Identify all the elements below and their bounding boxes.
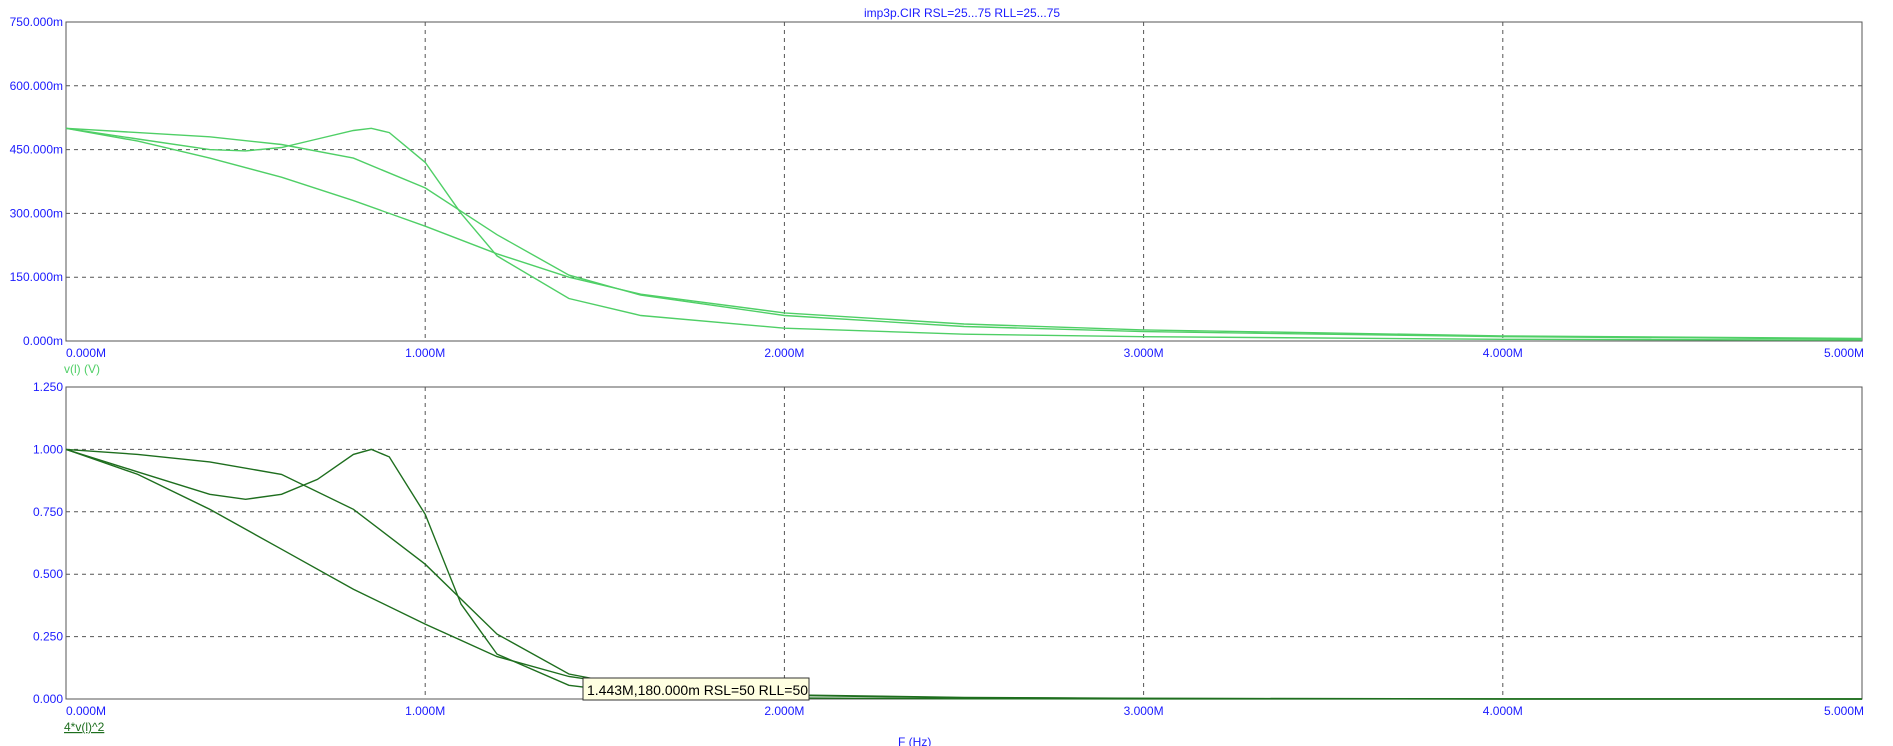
x-tick-label: 2.000M [764,704,804,718]
plot-frame [65,21,1863,342]
x-tick-label: 5.000M [1824,346,1864,360]
x-tick-label: 4.000M [1483,346,1523,360]
x-tick-label: 4.000M [1483,704,1523,718]
top-panel: 0.000m 150.000m 300.000m 450.000m 600.000m 75… [10,15,1864,360]
plot-title: imp3p.CIR RSL=25...75 RLL=25...75 [864,6,1060,20]
x-tick-label: 0.000M [66,346,106,360]
y-tick-label: 150.000m [10,270,63,284]
series-line-1 [65,127,1863,340]
x-tick-label: 0.000M [66,704,106,718]
y-tick-label: 300.000m [10,206,63,220]
y-tick-label: 750.000m [10,15,63,29]
x-tick-label: 1.000M [405,704,445,718]
y-tick-label: 0.000m [23,334,63,348]
plot-frame [65,386,1863,700]
y-tick-label: 600.000m [10,79,63,93]
tooltip-text: 1.443M,180.000m RSL=50 RLL=50 [587,682,808,698]
y-tick-label: 450.000m [10,143,63,157]
x-tick-label: 3.000M [1124,704,1164,718]
x-axis-label: F (Hz) [898,735,931,746]
y-tick-label: 1.000 [33,442,63,456]
trace-label-voltage: v(l) (V) [64,362,100,376]
series-line-2 [65,127,1863,340]
series-line-3 [65,127,1863,341]
series-line-2 [65,448,1863,700]
series-line-3 [65,448,1862,700]
x-tick-label: 2.000M [764,346,804,360]
y-tick-label: 0.250 [33,630,63,644]
cursor-tooltip: 1.443M,180.000m RSL=50 RLL=50 [582,677,810,701]
x-tick-label: 1.000M [405,346,445,360]
x-tick-label: 5.000M [1824,704,1864,718]
y-tick-label: 1.250 [33,380,63,394]
trace-label-power: 4*v(l)^2 [64,720,105,734]
tooltip-box [582,677,810,701]
y-tick-label: 0.500 [33,567,63,581]
y-tick-label: 0.000 [33,692,63,706]
x-tick-label: 3.000M [1124,346,1164,360]
y-tick-label: 0.750 [33,505,63,519]
bottom-panel: 0.000 0.250 0.500 0.750 1.000 1.250 0.000M 1.00… [33,380,1864,718]
